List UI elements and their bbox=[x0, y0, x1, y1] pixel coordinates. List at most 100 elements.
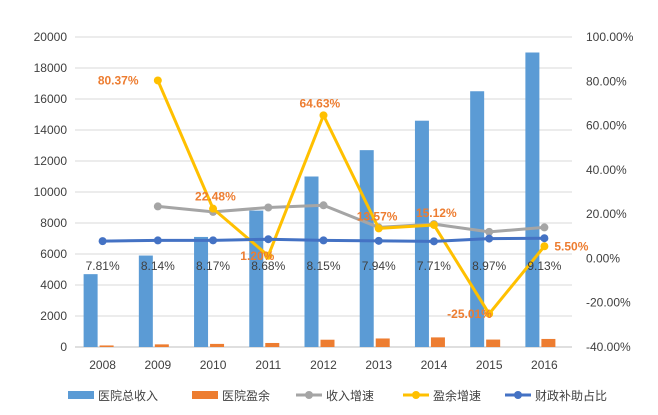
data-label: 13.57% bbox=[357, 209, 398, 223]
legend-label: 医院盈余 bbox=[222, 388, 270, 403]
point bbox=[485, 227, 494, 236]
x-tick-label: 2013 bbox=[365, 358, 392, 372]
data-label: 7.81% bbox=[86, 259, 120, 273]
bar bbox=[486, 339, 501, 347]
y-right-tick-label: 20.00% bbox=[586, 207, 627, 221]
bar bbox=[194, 236, 209, 347]
data-label: 8.14% bbox=[141, 259, 175, 273]
y-left-tick-label: 0 bbox=[60, 340, 67, 354]
bar bbox=[249, 210, 264, 347]
series-line bbox=[157, 203, 545, 234]
data-label: 1.20% bbox=[240, 249, 274, 263]
y-left-tick-label: 10000 bbox=[34, 185, 68, 199]
x-tick-label: 2016 bbox=[531, 358, 558, 372]
y-right-tick-label: 0.00% bbox=[586, 251, 620, 265]
x-tick-label: 2012 bbox=[310, 358, 337, 372]
bars bbox=[83, 52, 556, 347]
data-label: 7.94% bbox=[362, 259, 396, 273]
data-label: 8.97% bbox=[472, 259, 506, 273]
legend-marker bbox=[305, 391, 313, 399]
point bbox=[485, 309, 494, 318]
data-label: 9.13% bbox=[527, 259, 561, 273]
lines bbox=[98, 76, 549, 318]
legend-marker bbox=[412, 391, 420, 399]
bar bbox=[430, 337, 445, 347]
y-right-tick-label: 80.00% bbox=[586, 74, 627, 88]
y-right-tick-label: 40.00% bbox=[586, 163, 627, 177]
y-right-tick-label: -20.00% bbox=[586, 296, 631, 310]
point bbox=[209, 204, 218, 213]
bar bbox=[320, 339, 335, 347]
y-right-tick-label: -40.00% bbox=[586, 340, 631, 354]
bar bbox=[210, 343, 225, 347]
point bbox=[319, 201, 328, 210]
point bbox=[264, 203, 273, 212]
data-label: 8.68% bbox=[251, 259, 285, 273]
y-left-tick-label: 8000 bbox=[40, 216, 67, 230]
bar bbox=[414, 120, 429, 347]
y-right-tick-label: 100.00% bbox=[586, 30, 634, 44]
bar bbox=[83, 274, 98, 347]
x-tick-label: 2011 bbox=[255, 358, 281, 372]
point bbox=[374, 224, 383, 233]
point bbox=[319, 236, 328, 245]
point bbox=[540, 223, 549, 232]
y-left-tick-label: 12000 bbox=[34, 154, 68, 168]
point bbox=[98, 237, 107, 246]
x-tick-label: 2014 bbox=[421, 358, 448, 372]
bar bbox=[525, 52, 540, 347]
point bbox=[429, 237, 438, 246]
x-tick-label: 2008 bbox=[89, 358, 116, 372]
bar bbox=[375, 338, 390, 347]
data-label: 5.50% bbox=[554, 239, 588, 253]
point bbox=[264, 251, 273, 260]
point bbox=[153, 76, 162, 85]
x-tick-label: 2009 bbox=[144, 358, 171, 372]
data-label: 22.48% bbox=[195, 190, 236, 204]
y-right-tick-label: 60.00% bbox=[586, 119, 627, 133]
point bbox=[153, 236, 162, 245]
data-label: 8.17% bbox=[196, 259, 230, 273]
y-left-tick-label: 2000 bbox=[40, 309, 67, 323]
bar bbox=[99, 345, 114, 347]
point bbox=[153, 202, 162, 211]
y-left-tick-label: 16000 bbox=[34, 92, 68, 106]
bar bbox=[541, 338, 556, 347]
legend-marker bbox=[514, 391, 522, 399]
y-left-tick-label: 18000 bbox=[34, 61, 68, 75]
data-label: 8.15% bbox=[306, 259, 340, 273]
gridlines bbox=[75, 36, 572, 317]
legend-swatch bbox=[68, 391, 94, 399]
series-line bbox=[156, 79, 546, 316]
point bbox=[319, 111, 328, 120]
data-label: 64.63% bbox=[300, 96, 341, 110]
data-label: 7.71% bbox=[417, 259, 451, 273]
legend: 医院总收入 医院盈余 收入增速 盈余增速 财政补助占比 bbox=[68, 388, 607, 403]
point bbox=[540, 242, 549, 251]
y-left-tick-label: 20000 bbox=[34, 30, 68, 44]
point bbox=[209, 236, 218, 245]
legend-label: 医院总收入 bbox=[98, 389, 158, 403]
data-label: 15.12% bbox=[416, 206, 457, 220]
legend-label: 盈余增速 bbox=[433, 388, 481, 403]
x-tick-label: 2010 bbox=[200, 358, 227, 372]
bar bbox=[470, 91, 485, 347]
data-labels: 80.37% 22.48% 1.20% 64.63% 13.57% 15.12% -25.0… bbox=[86, 73, 589, 320]
point bbox=[374, 236, 383, 245]
bar bbox=[304, 176, 319, 347]
y-left-tick-label: 4000 bbox=[40, 278, 67, 292]
bar bbox=[154, 344, 169, 347]
bar bbox=[138, 255, 153, 347]
legend-label: 收入增速 bbox=[326, 389, 374, 403]
axes: 0 2000 4000 6000 8000 10000 12000 14000 16000 180… bbox=[34, 30, 634, 372]
data-label: -25.01% bbox=[447, 307, 492, 321]
y-left-tick-label: 6000 bbox=[40, 247, 67, 261]
x-tick-label: 2015 bbox=[476, 358, 503, 372]
bar bbox=[265, 342, 280, 347]
legend-swatch bbox=[192, 391, 218, 399]
point bbox=[540, 234, 549, 243]
data-label: 80.37% bbox=[98, 73, 139, 87]
legend-label: 财政补助占比 bbox=[535, 388, 607, 403]
point bbox=[429, 220, 438, 229]
